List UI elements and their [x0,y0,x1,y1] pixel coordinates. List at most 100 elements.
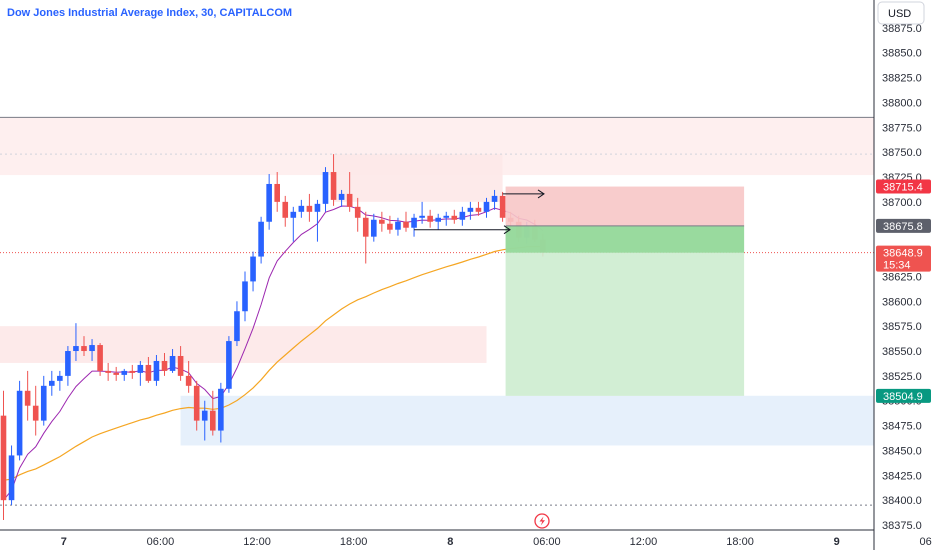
candle-down [210,390,216,436]
candle-body [338,193,345,200]
y-tick-label: 38400.0 [882,495,922,507]
x-tick-label: 18:00 [340,536,368,548]
candle-body [97,345,103,371]
y-tick-label: 38600.0 [882,296,922,308]
candle-up [8,445,15,506]
candle-down [354,197,361,232]
candle-up [57,370,63,391]
candle-body [32,405,39,421]
candle-down [379,211,385,232]
y-tick-label: 38625.0 [882,271,922,283]
candle-up [218,382,224,443]
candle-up [73,323,79,361]
candle-up [322,167,329,212]
y-tick-label: 38825.0 [882,73,922,85]
x-tick-label: 7 [61,536,67,548]
candle-up [338,189,345,207]
candle-up [40,375,47,426]
y-tick-label: 38550.0 [882,346,922,358]
candle-up [226,336,232,393]
candle-up [290,206,297,242]
time-axis[interactable]: 7 06:00 12:00 18:00 8 06:00 12:00 18:00 9 06:00 [0,529,932,548]
price-tag-countdown: 15:34 [883,260,911,272]
candle-up [169,349,176,373]
candle-body [362,217,369,237]
entry-price-tag: 38675.8 [876,218,931,233]
y-tick-label: 38700.0 [882,197,922,209]
y-tick-label: 38775.0 [882,122,922,134]
candle-up [242,271,248,322]
stop-price-tag: 38715.4 [876,179,931,194]
candle-up [16,380,23,461]
candle-body [491,195,498,202]
y-tick-label: 38575.0 [882,321,922,333]
price-tags: 38715.4 38675.8 38648.915:34 38504.9 [876,179,931,403]
price-tag-value: 38675.8 [883,221,923,233]
currency-label: USD [888,8,911,20]
candle-down [24,370,31,421]
candle-up [258,216,264,264]
take-profit-zone[interactable] [505,225,745,396]
demand-zone [180,395,875,446]
candle-body [185,375,192,386]
candle-body [81,346,87,352]
candle-down [282,195,289,227]
candle-down [161,353,168,376]
candle-body [451,215,458,220]
candle-up [201,400,208,441]
candle-down [274,172,280,212]
candle-body [65,351,71,376]
candle-body [49,380,55,386]
candle-body [169,355,176,371]
currency-button[interactable]: USD [877,1,925,25]
price-axis[interactable]: 38375.038400.038425.038450.038475.038500… [873,0,932,550]
candle-body [201,410,208,421]
x-tick-label: 06:00 [919,536,932,548]
candle-body [153,360,160,381]
lower-ray[interactable] [414,225,511,235]
zones-layer [0,117,875,446]
candle-body [298,205,305,212]
candle-body [330,172,337,200]
candle-body [226,341,232,389]
candle-down [105,362,111,381]
stop-loss-zone[interactable] [505,186,745,226]
candle-up [411,213,417,237]
candle-down [113,366,119,381]
lightning-icon[interactable] [534,513,550,529]
price-tag-value: 38715.4 [883,182,923,194]
candle-body [193,385,200,421]
candle-down [145,356,152,383]
candle-down [129,364,136,379]
candle-body [499,195,506,218]
candle-body [354,206,361,218]
candle-body [250,256,256,282]
candle-body [129,370,136,373]
candle-up [483,197,490,218]
candle-up [137,360,144,386]
position-tool[interactable] [414,186,745,396]
candle-up [153,354,160,386]
candle-body [467,207,474,212]
candle-body [113,372,119,375]
upper-ray[interactable] [502,189,545,199]
candle-down [475,201,482,216]
x-tick-label: 12:00 [243,536,271,548]
candle-body [371,219,377,237]
y-tick-label: 38375.0 [882,520,922,532]
candle-body [282,201,289,218]
price-tag-background [876,388,931,403]
y-tick-label: 38800.0 [882,97,922,109]
candle-body [105,370,111,373]
candle-body [8,455,15,501]
candle-up [459,206,466,226]
candle-body [242,281,248,312]
x-tick-label: 9 [834,536,840,548]
candle-down [330,154,337,206]
candle-up [443,211,450,226]
price-tag-value: 38504.9 [883,391,923,403]
candle-up [298,199,305,218]
candle-down [451,209,458,224]
candle-body [137,364,144,373]
